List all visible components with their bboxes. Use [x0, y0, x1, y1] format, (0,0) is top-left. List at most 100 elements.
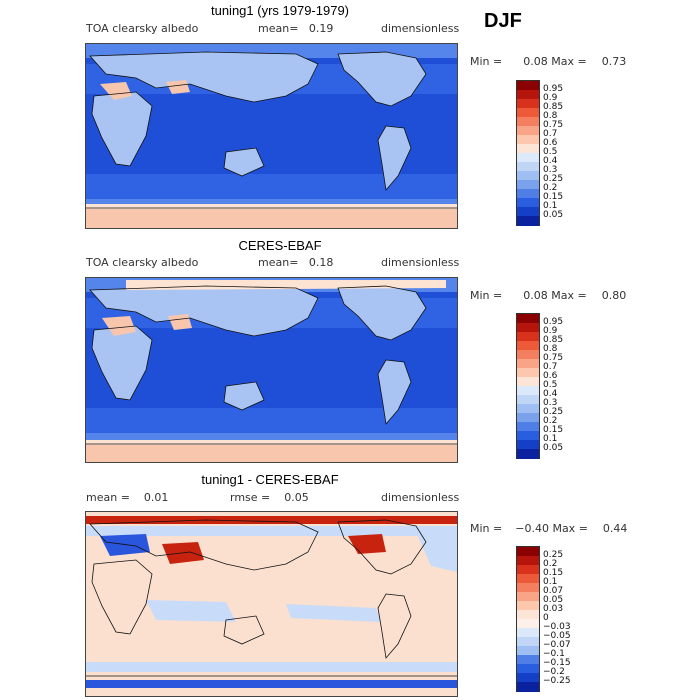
panel2-min-value: 0.08 — [523, 289, 548, 302]
colorbar-tick-label: 0.25 — [543, 550, 564, 560]
colorbar-tick-label: −0.25 — [543, 676, 571, 686]
colorbar-swatch — [517, 135, 539, 145]
colorbar-swatch — [517, 198, 539, 208]
arctic-snow — [126, 280, 446, 290]
colorbar-swatch — [517, 117, 539, 127]
panel3-mean-label: mean = 0.01 — [86, 491, 169, 504]
diff-indian-neg — [146, 600, 236, 622]
colorbar-tick-label: 0.95 — [543, 84, 564, 94]
colorbar-tick-label: 0.9 — [543, 93, 558, 103]
panel3-units-label: dimensionless — [381, 491, 460, 504]
colorbar-tick-label: −0.1 — [543, 649, 565, 659]
panel1-colorbar: 0.95 0.9 0.85 0.8 0.75 0.7 0.6 0.5 0.4 0.3 0.25 0.2… — [516, 80, 563, 226]
panel1-min-value: 0.08 — [523, 55, 548, 68]
colorbar-swatch — [517, 601, 539, 611]
panel3-colorbar: 0.25 0.2 0.15 0.1 0.07 0.05 0.03 0 −0.03 −0.05 −0.… — [516, 546, 571, 692]
colorbar-tick-label: 0.2 — [543, 416, 558, 426]
colorbar-tick-label: 0.05 — [543, 210, 564, 220]
land-sahara-bright — [100, 82, 132, 100]
panel1-units-label: dimensionless — [381, 22, 460, 35]
colorbar-tick-label: 0.75 — [543, 353, 564, 363]
colorbar-tick-label: 0.1 — [543, 201, 558, 211]
colorbar-swatch — [517, 395, 539, 405]
colorbar-tick-label: 0.75 — [543, 120, 564, 130]
panel2-min-label: Min = — [470, 289, 503, 302]
colorbar-swatch — [517, 126, 539, 136]
colorbar-swatch — [517, 646, 539, 656]
colorbar-swatch — [517, 323, 539, 333]
land-australia — [224, 148, 264, 176]
land-south-america — [378, 360, 411, 424]
panel1-map-svg — [86, 44, 457, 228]
colorbar-tick-label: 0.8 — [543, 344, 558, 354]
colorbar-tick-label: 0.07 — [543, 586, 564, 596]
colorbar-tick-label: 0.9 — [543, 326, 558, 336]
colorbar-swatch — [517, 153, 539, 163]
season-label: DJF — [484, 10, 522, 32]
colorbar-swatch — [517, 440, 539, 450]
colorbar-tick-label: 0.05 — [543, 443, 564, 453]
colorbar-swatch — [517, 90, 539, 100]
colorbar-swatch — [517, 682, 539, 692]
colorbar-swatch — [517, 386, 539, 396]
panel1-minmax: Min = 0.08 Max = 0.73 — [470, 55, 626, 68]
colorbar-tick-label: 0.3 — [543, 165, 558, 175]
panel1-max-label: Max = — [551, 55, 587, 68]
coastlines — [86, 285, 457, 445]
colorbar-swatch — [517, 628, 539, 638]
land-eurasia — [90, 286, 318, 336]
colorbar-tick-label: 0.2 — [543, 559, 558, 569]
panel3-minmax: Min = −0.40 Max = 0.44 — [470, 522, 627, 535]
colorbar-tick-label: 0.95 — [543, 317, 564, 327]
panel2-max-value: 0.80 — [601, 289, 627, 302]
colorbar-swatch — [517, 216, 539, 226]
colorbar-swatch — [517, 565, 539, 575]
panel3-map — [85, 511, 458, 697]
colorbar-tick-label: 0.5 — [543, 147, 558, 157]
colorbar-tick-label: 0.05 — [543, 595, 564, 605]
panel3-rmse-label: rmse = 0.05 — [230, 491, 309, 504]
colorbar-swatch — [517, 368, 539, 378]
colorbar-tick-label: 0.5 — [543, 380, 558, 390]
panel2-title: CERES-EBAF — [238, 238, 322, 253]
colorbar-swatch — [517, 180, 539, 190]
colorbar-tick-label: 0.1 — [543, 434, 558, 444]
colorbar-tick-label: 0.25 — [543, 174, 564, 184]
colorbar-tick-label: 0.85 — [543, 102, 564, 112]
colorbar-tick-label: −0.2 — [543, 667, 565, 677]
colorbar-tick-label: 0.7 — [543, 362, 558, 372]
colorbar-tick-label: 0.25 — [543, 407, 564, 417]
colorbar-swatch — [517, 108, 539, 118]
colorbar-swatch — [517, 81, 539, 91]
panel3-max-value: 0.44 — [602, 522, 628, 535]
land-australia — [224, 382, 264, 410]
panel2-left-label: TOA clearsky albedo — [86, 256, 199, 269]
colorbar-tick-label: 0.4 — [543, 156, 558, 166]
colorbar-swatch — [517, 574, 539, 584]
colorbar-tick-label: 0.7 — [543, 129, 558, 139]
panel1-map — [85, 43, 458, 229]
colorbar-swatch — [517, 556, 539, 566]
colorbar-tick-label: 0.2 — [543, 183, 558, 193]
diff-pacific-neg — [286, 604, 381, 622]
panel3-map-svg — [86, 512, 457, 696]
antarctica-ice-edge — [86, 440, 457, 445]
colorbar-swatch — [517, 583, 539, 593]
colorbar-swatch — [517, 422, 539, 432]
land-north-america — [338, 52, 426, 106]
land-africa — [92, 92, 152, 166]
colorbar-tick-label: 0.15 — [543, 425, 564, 435]
colorbar-tick-label: 0 — [543, 613, 549, 623]
colorbar-swatch — [517, 637, 539, 647]
colorbar-tick-label: 0.3 — [543, 398, 558, 408]
land-south-america — [378, 126, 411, 190]
panel1-title: tuning1 (yrs 1979-1979) — [210, 3, 350, 18]
diff-namerica-pos — [348, 534, 386, 554]
colorbar-swatch — [517, 404, 539, 414]
colorbar-swatch — [517, 341, 539, 351]
colorbar-tick-label: −0.07 — [543, 640, 571, 650]
land-africa — [92, 326, 152, 400]
colorbar-swatch — [517, 332, 539, 342]
colorbar-tick-label: 0.85 — [543, 335, 564, 345]
colorbar-swatch — [517, 431, 539, 441]
